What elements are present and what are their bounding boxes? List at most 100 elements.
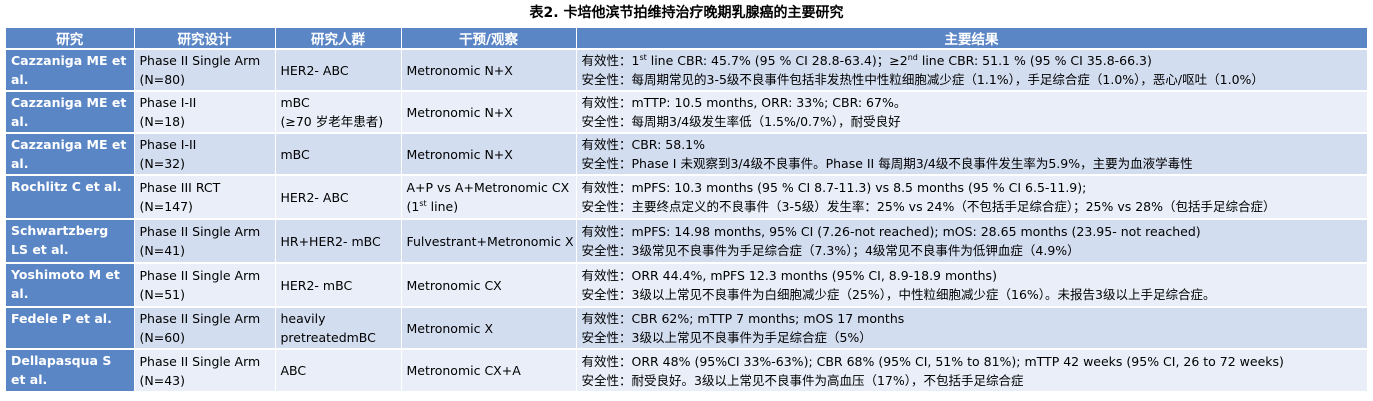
design-line: Phase II Single Arm — [139, 353, 261, 369]
header-row: 研究 研究设计 研究人群 干预/观察 主要结果 — [6, 28, 1368, 49]
intervention-line: Metronomic X — [406, 320, 494, 336]
study-design: Phase III RCT (N=147) — [134, 174, 276, 219]
population-line: ABC — [280, 363, 307, 378]
intervention-line: A+P vs A+Metronomic CX — [406, 180, 570, 195]
study-results: 有效性：mPFS: 14.98 months, 95% CI (7.26-not… — [576, 218, 1368, 263]
study-intervention: Fulvestrant+Metronomic X — [401, 218, 577, 263]
intervention-line: Metronomic CX — [406, 277, 502, 293]
study-name: Dellapasqua S et al. — [6, 348, 135, 391]
result-line: 安全性：3级以上常见不良事件为手足综合症（5%） — [581, 330, 872, 345]
intervention-line: Metronomic CX+A — [406, 363, 521, 378]
study-results: 有效性：mTTP: 10.5 months, ORR: 33%; CBR: 67… — [576, 90, 1368, 133]
intervention-line: (1st line) — [406, 198, 459, 214]
header-study: 研究 — [6, 28, 135, 49]
superscript: st — [639, 52, 647, 62]
study-design: Phase II Single Arm (N=41) — [134, 218, 276, 263]
result-line: 有效性：mTTP: 10.5 months, ORR: 33%; CBR: 67… — [581, 95, 907, 110]
study-population: HER2- ABC — [275, 174, 402, 219]
study-name: Cazzaniga ME et al. — [6, 48, 135, 91]
design-line: Phase II Single Arm — [139, 268, 261, 283]
table-body: Cazzaniga ME et al. Phase II Single Arm (N… — [6, 48, 1368, 391]
result-line: 有效性：ORR 44.4%, mPFS 12.3 months (95% CI,… — [581, 268, 997, 283]
table-caption: 表2. 卡培他滨节拍维持治疗晚期乳腺癌的主要研究 — [529, 5, 844, 21]
study-population: mBC (≥70 岁老年患者) — [275, 90, 402, 133]
design-line: (N=80) — [139, 72, 185, 87]
header-intervention: 干预/观察 — [401, 28, 577, 49]
header-design: 研究设计 — [134, 28, 276, 49]
design-line: (N=147) — [139, 199, 193, 214]
study-intervention: A+P vs A+Metronomic CX (1st line) — [401, 174, 577, 219]
study-design: Phase II Single Arm (N=51) — [134, 262, 276, 307]
study-intervention: Metronomic N+X — [401, 90, 577, 133]
study-population: HR+HER2- mBC — [275, 218, 402, 263]
header-population: 研究人群 — [275, 28, 402, 49]
population-line: HER2- mBC — [280, 277, 353, 293]
study-intervention: Metronomic N+X — [401, 48, 577, 91]
population-line: HER2- ABC — [280, 189, 349, 205]
study-population: HER2- mBC — [275, 262, 402, 307]
study-population: heavily pretreatedmBC — [275, 306, 402, 349]
result-line: 有效性：ORR 48% (95%CI 33%-63%); CBR 68% (95… — [581, 353, 1284, 369]
study-results: 有效性：ORR 44.4%, mPFS 12.3 months (95% CI,… — [576, 262, 1368, 307]
studies-table: 研究 研究设计 研究人群 干预/观察 主要结果 Cazzaniga ME et … — [6, 28, 1368, 391]
result-line: 安全性：每周期常见的3-5级不良事件包括非发热性中性粒细胞减少症（1.1%），手… — [581, 72, 1264, 87]
study-population: mBC — [275, 132, 402, 175]
population-line: pretreatedmBC — [280, 330, 376, 345]
study-population: HER2- ABC — [275, 48, 402, 91]
study-intervention: Metronomic X — [401, 306, 577, 349]
table-row: Cazzaniga ME et al. Phase I-II (N=18) mBC (≥… — [6, 90, 1368, 133]
design-line: Phase II Single Arm — [139, 224, 261, 239]
population-line: HER2- ABC — [280, 62, 349, 78]
superscript: nd — [907, 52, 918, 62]
population-line: heavily — [280, 311, 326, 326]
study-name: Yoshimoto M et al. — [6, 262, 135, 307]
intervention-line: Metronomic N+X — [406, 146, 513, 162]
design-line: Phase II Single Arm — [139, 53, 261, 68]
design-line: (N=32) — [139, 156, 185, 171]
result-line: 安全性：耐受良好。3级以上常见不良事件为高血压（17%），不包括手足综合症 — [581, 372, 1024, 388]
superscript: st — [419, 198, 427, 208]
population-line: HR+HER2- mBC — [280, 233, 381, 249]
study-results: 有效性：CBR: 58.1% 安全性：Phase I 未观察到3/4级不良事件。P… — [576, 132, 1368, 175]
study-intervention: Metronomic CX+A — [401, 348, 577, 391]
design-line: (N=60) — [139, 330, 185, 345]
study-results: 有效性：1st line CBR: 45.7% (95 % CI 28.8-63… — [576, 48, 1368, 91]
population-line: mBC — [280, 95, 310, 110]
design-line: Phase I-II — [139, 137, 197, 152]
study-design: Phase I-II (N=32) — [134, 132, 276, 175]
result-line: 安全性：每周期3/4级发生率低（1.5%/0.7%），耐受良好 — [581, 114, 901, 129]
study-name: Cazzaniga ME et al. — [6, 90, 135, 133]
intervention-line: Metronomic N+X — [406, 104, 513, 120]
study-results: 有效性：ORR 48% (95%CI 33%-63%); CBR 68% (95… — [576, 348, 1368, 391]
design-line: Phase III RCT — [139, 180, 221, 195]
intervention-line: Metronomic N+X — [406, 62, 513, 78]
study-intervention: Metronomic CX — [401, 262, 577, 307]
result-line: 有效性：mPFS: 10.3 months (95 % CI 8.7-11.3)… — [581, 180, 1087, 195]
table-row: Cazzaniga ME et al. Phase II Single Arm (N… — [6, 48, 1368, 91]
result-line: 有效性：1st line CBR: 45.7% (95 % CI 28.8-63… — [581, 52, 1152, 68]
study-intervention: Metronomic N+X — [401, 132, 577, 175]
result-line: 有效性：CBR: 58.1% — [581, 137, 706, 152]
study-design: Phase II Single Arm (N=60) — [134, 306, 276, 349]
study-name: Rochlitz C et al. — [6, 174, 135, 219]
table-row: Rochlitz C et al. Phase III RCT (N=147) HER… — [6, 174, 1368, 219]
population-line: mBC — [280, 146, 310, 162]
study-design: Phase II Single Arm (N=80) — [134, 48, 276, 91]
design-line: Phase I-II — [139, 95, 197, 110]
study-name: Fedele P et al. — [6, 306, 135, 349]
study-results: 有效性：mPFS: 10.3 months (95 % CI 8.7-11.3)… — [576, 174, 1368, 219]
table-row: Yoshimoto M et al. Phase II Single Arm (N=… — [6, 262, 1368, 307]
design-line: (N=51) — [139, 287, 185, 302]
study-design: Phase II Single Arm (N=43) — [134, 348, 276, 391]
table-row: Dellapasqua S et al. Phase II Single Arm (… — [6, 348, 1368, 391]
result-line: 安全性：主要终点定义的不良事件（3-5级）发生率：25% vs 24%（不包括手… — [581, 199, 1276, 214]
study-name: Cazzaniga ME et al. — [6, 132, 135, 175]
table-row: Cazzaniga ME et al. Phase I-II (N=32) mBC Me… — [6, 132, 1368, 175]
design-line: Phase II Single Arm — [139, 311, 261, 326]
study-results: 有效性：CBR 62%; mTTP 7 months; mOS 17 month… — [576, 306, 1368, 349]
result-line: 有效性：CBR 62%; mTTP 7 months; mOS 17 month… — [581, 311, 905, 326]
intervention-line: Fulvestrant+Metronomic X — [406, 233, 574, 249]
result-line: 安全性：3级以上常见不良事件为白细胞减少症（25%），中性粒细胞减少症（16%）… — [581, 287, 1216, 302]
design-line: (N=43) — [139, 372, 185, 388]
design-line: (N=41) — [139, 243, 185, 258]
